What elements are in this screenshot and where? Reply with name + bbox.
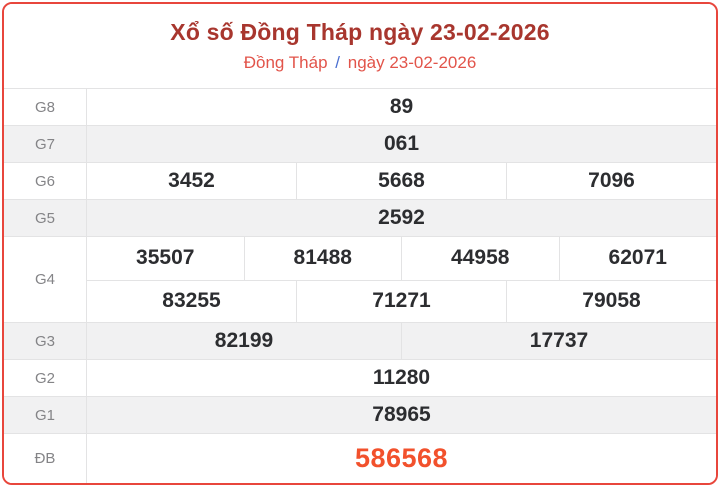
- prize-value: 62071: [558, 237, 717, 280]
- prize-value: 71271: [296, 280, 506, 322]
- prize-value: 44958: [401, 237, 559, 280]
- prize-row-g3: G3 82199 17737: [4, 322, 716, 359]
- prize-row-g7: G7 061: [4, 125, 716, 162]
- prize-label-g2: G2: [34, 369, 55, 387]
- date-link[interactable]: ngày 23-02-2026: [347, 53, 477, 72]
- prize-value: 3452: [168, 169, 215, 192]
- prize-row-g6: G6 3452 5668 7096: [4, 162, 716, 199]
- prize-value: 78965: [372, 403, 431, 426]
- prize-label-g6: G6: [34, 172, 55, 190]
- prize-label-db: ĐB: [34, 450, 56, 467]
- prize-row-g5: G5 2592: [4, 199, 716, 236]
- prize-value: 7096: [506, 163, 716, 199]
- breadcrumb: Đồng Tháp / ngày 23-02-2026: [244, 53, 477, 73]
- page-title: Xổ số Đồng Tháp ngày 23-02-2026: [170, 19, 550, 45]
- prize-row-g8: G8 89: [4, 88, 716, 125]
- prize-label-g7: G7: [34, 135, 55, 153]
- region-link[interactable]: Đồng Tháp: [243, 53, 328, 72]
- prize-row-db: ĐB 586568: [4, 433, 716, 483]
- prize-value: 11280: [372, 366, 431, 389]
- prize-value: 061: [383, 132, 420, 155]
- prize-value: 89: [389, 95, 414, 118]
- prize-row-g1: G1 78965: [4, 396, 716, 433]
- prize-label-g8: G8: [34, 98, 55, 116]
- prize-value: 17737: [401, 323, 716, 359]
- prize-value: 82199: [214, 329, 274, 352]
- prize-label-g1: G1: [34, 406, 55, 424]
- prize-label-g3: G3: [34, 332, 55, 350]
- prize-label-g4: G4: [34, 271, 55, 288]
- result-header: Xổ số Đồng Tháp ngày 23-02-2026 Đồng Thá…: [4, 4, 716, 88]
- prize-value: 79058: [506, 280, 716, 322]
- prize-value: 5668: [296, 163, 506, 199]
- prize-value: 35507: [136, 246, 195, 270]
- prize-subrow: 83255 71271 79058: [87, 279, 716, 322]
- special-prize-value: 586568: [354, 443, 449, 473]
- prize-value: 81488: [243, 237, 402, 280]
- prize-row-g4: G4 35507 81488 44958 62071 83255 71271 7…: [4, 236, 716, 322]
- breadcrumb-separator: /: [335, 53, 340, 72]
- prize-value: 83255: [162, 289, 221, 313]
- prize-row-g2: G2 11280: [4, 359, 716, 396]
- prize-value: 2592: [378, 206, 425, 229]
- prize-label-g5: G5: [34, 209, 55, 227]
- prize-subrow: 35507 81488 44958 62071: [87, 237, 716, 280]
